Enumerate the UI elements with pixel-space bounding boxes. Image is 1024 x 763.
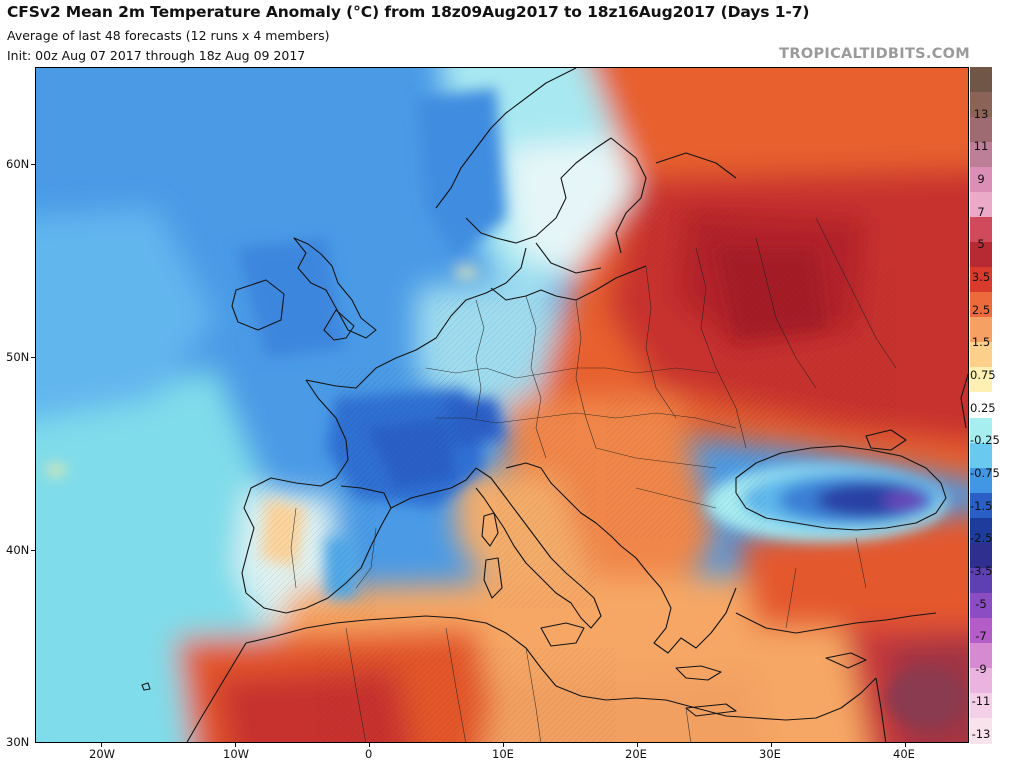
- colorbar-swatch: [970, 492, 992, 519]
- chart-subtitle-forecasts: Average of last 48 forecasts (12 runs x …: [7, 28, 330, 43]
- chart-title: CFSv2 Mean 2m Temperature Anomaly (°C) f…: [7, 3, 810, 21]
- lon-label-40e: 40E: [893, 747, 915, 761]
- colorbar-swatch: [970, 717, 992, 744]
- colorbar-swatch: [970, 417, 992, 444]
- colorbar-label: 2.5: [971, 302, 991, 317]
- colorbar-label: 3.5: [971, 269, 991, 284]
- colorbar-label: -9: [975, 661, 987, 676]
- lon-label-10e: 10E: [492, 747, 514, 761]
- colorbar-label: 0.25: [970, 400, 996, 415]
- lat-tick-40n: [31, 550, 35, 551]
- colorbar-swatch: [970, 592, 992, 619]
- lon-tick-10w: [235, 743, 236, 747]
- colorbar-label: -13: [971, 727, 991, 742]
- chart-subtitle-init: Init: 00z Aug 07 2017 through 18z Aug 09…: [7, 48, 306, 63]
- colorbar-swatch: [970, 367, 992, 394]
- colorbar-label: 9: [977, 171, 985, 186]
- colorbar-label: -11: [971, 694, 991, 709]
- colorbar-swatch: [970, 667, 992, 694]
- lat-label-30n: 30N: [6, 735, 30, 749]
- lon-label-30e: 30E: [759, 747, 781, 761]
- brand-watermark: TROPICALTIDBITS.COM: [779, 46, 970, 62]
- lon-tick-0: [369, 743, 370, 747]
- admin-boundaries: [256, 208, 896, 742]
- lat-label-50n: 50N: [6, 350, 30, 364]
- colorbar-swatch: [970, 617, 992, 644]
- lat-tick-60n: [31, 164, 35, 165]
- colorbar-label: -1.5: [970, 498, 993, 513]
- lon-tick-10e: [503, 743, 504, 747]
- colorbar-label: -5: [975, 596, 987, 611]
- colorbar-label: -7: [975, 629, 987, 644]
- lon-tick-20w: [101, 743, 102, 747]
- colorbar-swatch: [970, 67, 992, 93]
- lon-tick-20e: [637, 743, 638, 747]
- colorbar-swatch: [970, 117, 992, 143]
- colorbar-label: 0.75: [970, 367, 996, 382]
- colorbar-swatch: [970, 692, 992, 719]
- lat-tick-50n: [31, 357, 35, 358]
- colorbar-swatch: [970, 167, 992, 193]
- temperature-anomaly-map: [36, 68, 968, 742]
- colorbar-swatch: [970, 92, 992, 118]
- colorbar-swatch: [970, 317, 992, 343]
- colorbar-swatch: [970, 642, 992, 669]
- colorbar-label: -0.25: [970, 433, 1000, 448]
- lon-label-20e: 20E: [625, 747, 647, 761]
- lon-tick-40e: [905, 743, 906, 747]
- colorbar-swatch: [970, 192, 992, 218]
- colorbar-swatch: [970, 442, 992, 469]
- colorbar-swatch: [970, 542, 992, 569]
- map-frame: [35, 67, 969, 743]
- colorbar-swatch: [970, 342, 992, 369]
- lon-label-10w: 10W: [223, 747, 250, 761]
- lon-label-0: 0: [365, 747, 373, 761]
- colorbar-label: 11: [973, 139, 989, 154]
- colorbar-swatch: [970, 217, 992, 243]
- colorbar-swatch: [970, 142, 992, 168]
- colorbar-swatch: [970, 267, 992, 293]
- colorbar-swatch: [970, 242, 992, 268]
- colorbar-swatch: [970, 292, 992, 318]
- lat-label-60n: 60N: [6, 157, 30, 171]
- colorbar-label: -3.5: [970, 563, 993, 578]
- colorbar-label: 13: [973, 106, 989, 121]
- colorbar-label: -0.75: [970, 465, 1000, 480]
- colorbar-swatch: [970, 392, 992, 419]
- colorbar: 13 11 9 7 5 3.5 2.5 1.5 0.75 0.25 -0.25 -0.75 -1.5 -2…: [970, 67, 1000, 744]
- colorbar-swatch: [970, 517, 992, 544]
- colorbar-swatch: [970, 567, 992, 594]
- colorbar-swatch: [970, 467, 992, 494]
- colorbar-label: 7: [977, 204, 985, 219]
- lon-label-20w: 20W: [89, 747, 116, 761]
- lat-label-40n: 40N: [6, 543, 30, 557]
- lon-tick-30e: [771, 743, 772, 747]
- colorbar-label: -2.5: [970, 531, 993, 546]
- colorbar-label: 1.5: [971, 335, 991, 350]
- colorbar-label: 5: [977, 237, 985, 252]
